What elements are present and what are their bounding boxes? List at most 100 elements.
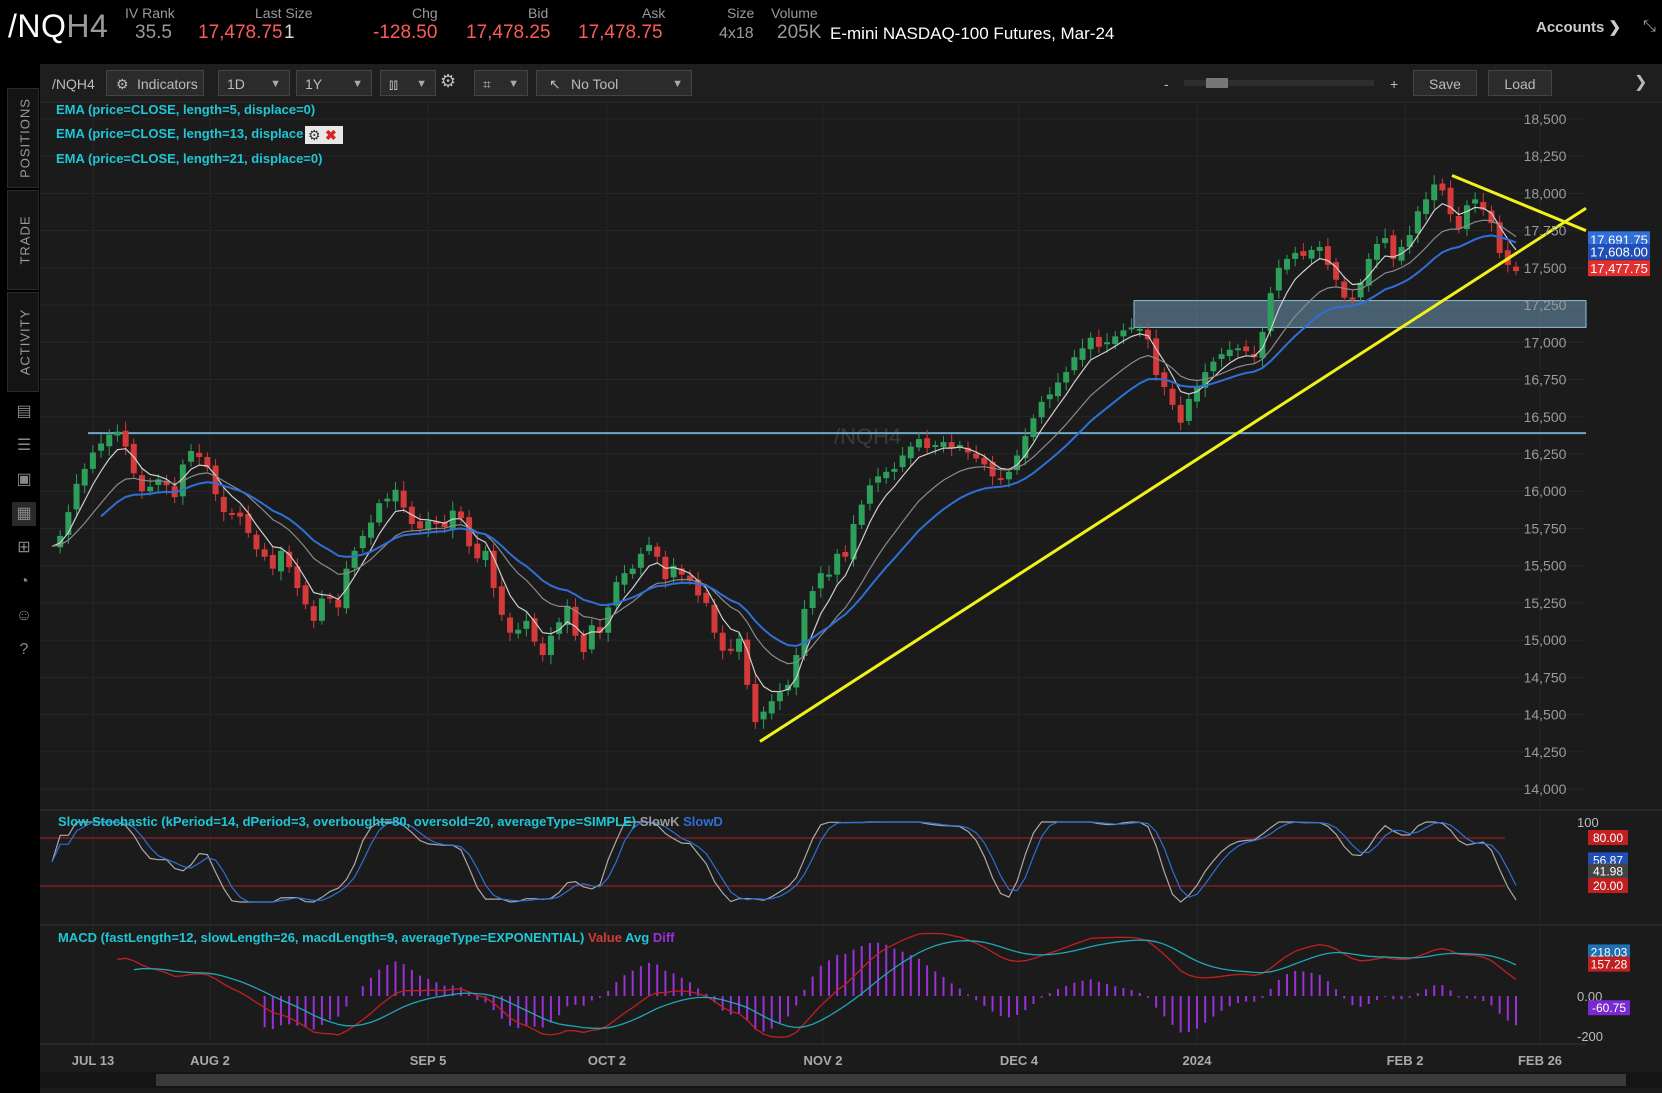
candle-body bbox=[965, 447, 972, 453]
study-close-icon[interactable]: ✖ bbox=[325, 127, 337, 143]
candle-body bbox=[1390, 235, 1397, 259]
candle-body bbox=[1095, 336, 1102, 347]
candle-body bbox=[793, 655, 800, 688]
chart-grid bbox=[40, 104, 1586, 1044]
macd-label-box bbox=[1588, 944, 1630, 960]
ema5-label[interactable]: EMA (price=CLOSE, length=5, displace=0) bbox=[56, 102, 315, 117]
help-icon[interactable]: ? bbox=[19, 641, 29, 658]
tab-positions[interactable]: POSITIONS bbox=[7, 88, 39, 188]
chart-style-button[interactable]: ⫾⫾ ▼ bbox=[380, 70, 436, 96]
candle-body bbox=[65, 512, 72, 536]
zoom-slider[interactable] bbox=[1184, 78, 1374, 88]
list-icon[interactable]: ☰ bbox=[16, 437, 32, 454]
indicators-button[interactable]: ⚙ Indicators bbox=[106, 70, 204, 96]
candle-body bbox=[1185, 398, 1192, 421]
charts-icon[interactable]: ▦ bbox=[12, 502, 36, 526]
candle-body bbox=[359, 535, 366, 549]
tool-select[interactable]: ↖ No Tool ▼ bbox=[536, 70, 692, 96]
candle-body bbox=[1136, 328, 1143, 331]
tab-activity[interactable]: ACTIVITY bbox=[7, 292, 39, 392]
study-gear-icon[interactable]: ⚙ bbox=[308, 127, 321, 143]
candle-body bbox=[834, 553, 841, 575]
candle-body bbox=[1357, 282, 1364, 298]
candle-body bbox=[924, 438, 931, 449]
candle-body bbox=[441, 522, 448, 527]
candle-body bbox=[1054, 382, 1061, 397]
accounts-menu[interactable]: Accounts ❯ bbox=[1536, 19, 1622, 36]
macd-tick: -200 bbox=[1577, 1029, 1603, 1044]
time-tick-label: NOV 2 bbox=[803, 1053, 842, 1068]
candle-body bbox=[948, 442, 955, 449]
candle-body bbox=[1071, 357, 1078, 371]
candle-body bbox=[711, 604, 718, 633]
price-tick-label: 16,250 bbox=[1524, 446, 1567, 462]
candle-body bbox=[204, 456, 211, 468]
candle-body bbox=[850, 524, 857, 560]
candle-body bbox=[1169, 388, 1176, 405]
price-tick-label: 16,500 bbox=[1524, 409, 1567, 425]
candle-body bbox=[1030, 418, 1037, 438]
gauge-icon[interactable]: ◔ bbox=[19, 573, 29, 590]
candle-body bbox=[1079, 348, 1086, 360]
candle-body bbox=[1324, 246, 1331, 265]
monitor-icon[interactable]: ▤ bbox=[16, 403, 32, 420]
community-icon[interactable]: ☺ bbox=[15, 607, 33, 624]
time-axis: JUL 13 AUG 2 SEP 5 OCT 2 NOV 2 DEC 4 2024 FEB 2… bbox=[72, 1053, 1562, 1068]
macd-value-line bbox=[117, 932, 1517, 1038]
candle-body bbox=[1218, 354, 1225, 359]
candle-body bbox=[744, 639, 751, 685]
macd-label[interactable]: MACD (fastLength=12, slowLength=26, macd… bbox=[58, 930, 675, 945]
macd-label-text: 218.03 bbox=[1591, 945, 1628, 959]
ema21-label[interactable]: EMA (price=CLOSE, length=21, displace=0) bbox=[56, 151, 322, 166]
price-tick-label: 17,500 bbox=[1524, 260, 1567, 276]
candle-body bbox=[686, 575, 693, 581]
candle-body bbox=[556, 622, 563, 634]
ema13-label[interactable]: EMA (price=CLOSE, length=13, displace bbox=[56, 126, 303, 141]
more-icon[interactable]: ❯ bbox=[1634, 74, 1648, 91]
stoch-label-text: 20.00 bbox=[1593, 879, 1623, 893]
price-tick-label: 17,750 bbox=[1524, 223, 1567, 239]
zoom-out-button[interactable]: - bbox=[1164, 76, 1169, 92]
stoch-label[interactable]: Slow Stochastic (kPeriod=14, dPeriod=3, … bbox=[58, 814, 723, 829]
candle-body bbox=[1128, 327, 1135, 330]
instrument-description: E-mini NASDAQ-100 Futures, Mar-24 bbox=[830, 24, 1115, 43]
chart-watermark: /NQH4 bbox=[834, 424, 901, 449]
timeframe-select[interactable]: 1Y ▼ bbox=[296, 70, 372, 96]
candle-body bbox=[81, 468, 88, 486]
scrollbar-thumb[interactable] bbox=[156, 1074, 1626, 1086]
tab-trade[interactable]: TRADE bbox=[7, 190, 39, 290]
price-tick-label: 17,000 bbox=[1524, 334, 1567, 350]
macd-label-text: 157.28 bbox=[1591, 958, 1628, 972]
time-tick-label: SEP 5 bbox=[410, 1053, 447, 1068]
candle-body bbox=[376, 503, 383, 523]
candle-body bbox=[106, 434, 113, 447]
candle-body bbox=[482, 550, 489, 561]
size-label: Size bbox=[727, 5, 755, 21]
candle-body bbox=[1177, 404, 1184, 423]
save-button[interactable]: Save bbox=[1413, 70, 1477, 96]
zoom-in-button[interactable]: + bbox=[1390, 76, 1399, 92]
time-tick-label: FEB 2 bbox=[1387, 1053, 1424, 1068]
candle-body bbox=[384, 498, 391, 502]
grid-icon[interactable]: ⊞ bbox=[17, 539, 31, 556]
load-button[interactable]: Load bbox=[1488, 70, 1552, 96]
candle-body bbox=[498, 586, 505, 615]
settings-gear-icon[interactable]: ⚙ bbox=[440, 71, 457, 91]
drawing-button[interactable]: ⌗ ▼ bbox=[474, 70, 528, 96]
study-edit-box[interactable] bbox=[305, 126, 343, 144]
tv-icon[interactable]: ▣ bbox=[16, 471, 32, 488]
candle-body bbox=[1447, 187, 1454, 215]
candle-body bbox=[613, 582, 620, 606]
candle-body bbox=[866, 485, 873, 504]
chg-value: -128.50 bbox=[373, 22, 438, 43]
candle-body bbox=[1300, 251, 1307, 256]
candle-body bbox=[629, 568, 636, 575]
symbol-title[interactable]: /NQH4 bbox=[8, 8, 109, 44]
aggregation-select[interactable]: 1D ▼ bbox=[218, 70, 290, 96]
price-label-text: 17,477.75 bbox=[1590, 261, 1648, 276]
resize-icon[interactable]: ⤡ bbox=[1643, 18, 1656, 35]
stoch-label-box bbox=[1588, 830, 1628, 845]
